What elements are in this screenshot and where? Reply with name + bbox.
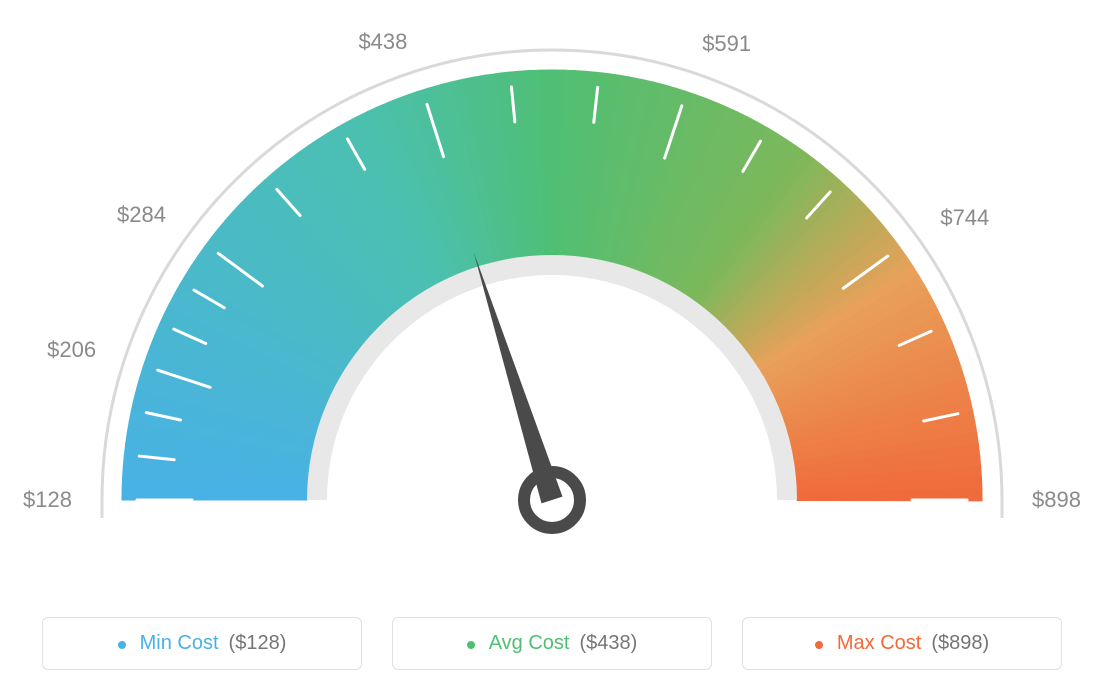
gauge-tick-label: $744 <box>940 205 989 231</box>
gauge-tick-label: $591 <box>702 31 751 57</box>
gauge-tick-label: $284 <box>117 202 166 228</box>
gauge-area: $128$206$284$438$591$744$898 <box>52 20 1052 580</box>
legend-label-max: Max Cost <box>837 632 921 655</box>
gauge-tick-label: $128 <box>23 487 72 513</box>
legend-value-min: ($128) <box>229 632 287 655</box>
legend-card-avg: Avg Cost ($438) <box>392 617 712 670</box>
legend-dot-avg <box>467 641 475 649</box>
legend-label-avg: Avg Cost <box>489 632 570 655</box>
gauge-chart-container: $128 $206 $284 $438 $591 $744 $898 Min Cost ($… <box>0 0 1104 690</box>
tick-labels-layer: $128$206$284$438$591$744$898 <box>52 20 1052 580</box>
legend-value-avg: ($438) <box>579 632 637 655</box>
legend-value-max: ($898) <box>931 632 989 655</box>
gauge-tick-label: $206 <box>47 337 96 363</box>
legend-row: Min Cost ($128) Avg Cost ($438) Max Cost… <box>0 617 1104 670</box>
legend-card-max: Max Cost ($898) <box>742 617 1062 670</box>
legend-dot-max <box>815 641 823 649</box>
legend-card-min: Min Cost ($128) <box>42 617 362 670</box>
gauge-tick-label: $898 <box>1032 487 1081 513</box>
legend-dot-min <box>118 641 126 649</box>
legend-label-min: Min Cost <box>140 632 219 655</box>
gauge-tick-label: $438 <box>358 29 407 55</box>
